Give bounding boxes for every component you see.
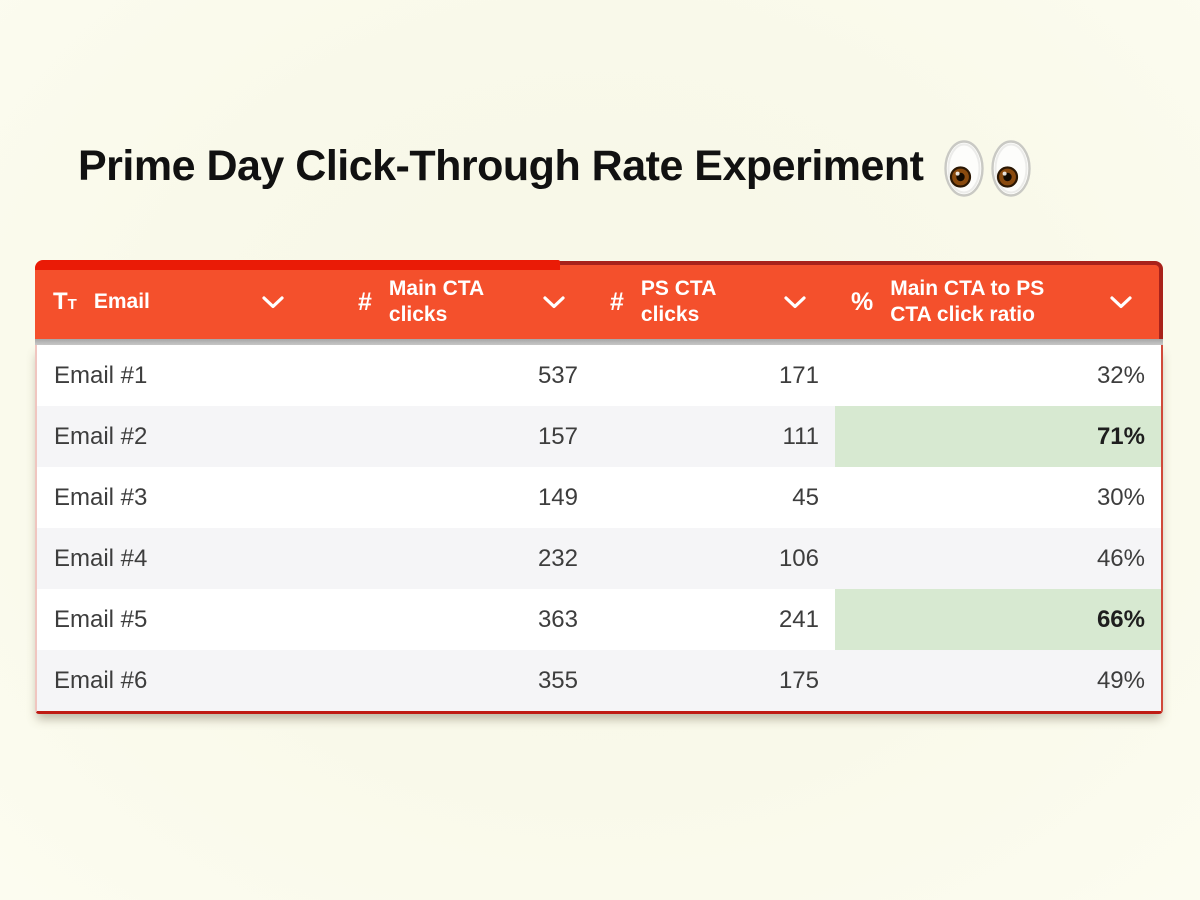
table-row: Email #6 355 175 49% [37, 650, 1161, 711]
table-row: Email #5 363 241 66% [37, 589, 1161, 650]
cell-ps-cta[interactable]: 175 [778, 666, 819, 694]
header-divider [35, 339, 1163, 345]
table-row: Email #3 149 45 30% [37, 467, 1161, 528]
chevron-down-icon[interactable] [784, 295, 806, 309]
table-body: Email #1 537 171 32% Email #2 157 111 71… [35, 345, 1163, 714]
cell-email[interactable]: Email #5 [54, 605, 148, 633]
number-icon: # [358, 287, 372, 316]
cell-ratio[interactable]: 66% [835, 589, 1161, 650]
table-row: Email #2 157 111 71% [37, 406, 1161, 467]
column-header-ratio[interactable]: % Main CTA to PS CTA click ratio [833, 265, 1159, 339]
chevron-down-icon[interactable] [1110, 295, 1132, 309]
cell-ps-cta[interactable]: 45 [792, 483, 819, 511]
column-header-main-cta-clicks[interactable]: # Main CTA clicks [340, 265, 592, 339]
cell-email[interactable]: Email #6 [54, 666, 148, 694]
cell-ratio[interactable]: 30% [1096, 483, 1145, 511]
eyes-emoji [943, 140, 1031, 197]
cell-ps-cta[interactable]: 171 [778, 361, 819, 389]
title-row: Prime Day Click-Through Rate Experiment [78, 138, 1031, 197]
cell-main-cta[interactable]: 363 [537, 605, 578, 633]
chevron-down-icon[interactable] [262, 295, 284, 309]
cell-ps-cta[interactable]: 106 [778, 544, 819, 572]
percent-icon: % [851, 287, 874, 316]
column-label: Email [93, 289, 150, 313]
cell-ratio[interactable]: 32% [1096, 361, 1145, 389]
table-row: Email #1 537 171 32% [37, 345, 1161, 406]
cell-ratio[interactable]: 71% [835, 406, 1161, 467]
column-label: Main CTA to PS CTA click ratio [890, 276, 1045, 326]
cell-email[interactable]: Email #2 [54, 422, 148, 450]
table-row: Email #4 232 106 46% [37, 528, 1161, 589]
chevron-down-icon[interactable] [543, 295, 565, 309]
cell-main-cta[interactable]: 537 [537, 361, 578, 389]
cell-ps-cta[interactable]: 111 [782, 422, 819, 450]
cell-ps-cta[interactable]: 241 [778, 605, 819, 633]
cell-email[interactable]: Email #3 [54, 483, 148, 511]
cell-ratio[interactable]: 49% [1096, 666, 1145, 694]
eye-icon [990, 140, 1031, 197]
cell-ratio[interactable]: 46% [1096, 544, 1145, 572]
column-label: PS CTA clicks [640, 276, 716, 326]
column-label: Main CTA clicks [388, 276, 484, 326]
column-header-ps-cta-clicks[interactable]: # PS CTA clicks [592, 265, 833, 339]
cell-main-cta[interactable]: 355 [537, 666, 578, 694]
cell-email[interactable]: Email #1 [54, 361, 148, 389]
eye-icon [943, 140, 984, 197]
cell-email[interactable]: Email #4 [54, 544, 148, 572]
cell-main-cta[interactable]: 149 [537, 483, 578, 511]
number-icon: # [610, 287, 624, 316]
cell-main-cta[interactable]: 232 [537, 544, 578, 572]
page-title: Prime Day Click-Through Rate Experiment [78, 142, 924, 190]
cell-main-cta[interactable]: 157 [537, 422, 578, 450]
